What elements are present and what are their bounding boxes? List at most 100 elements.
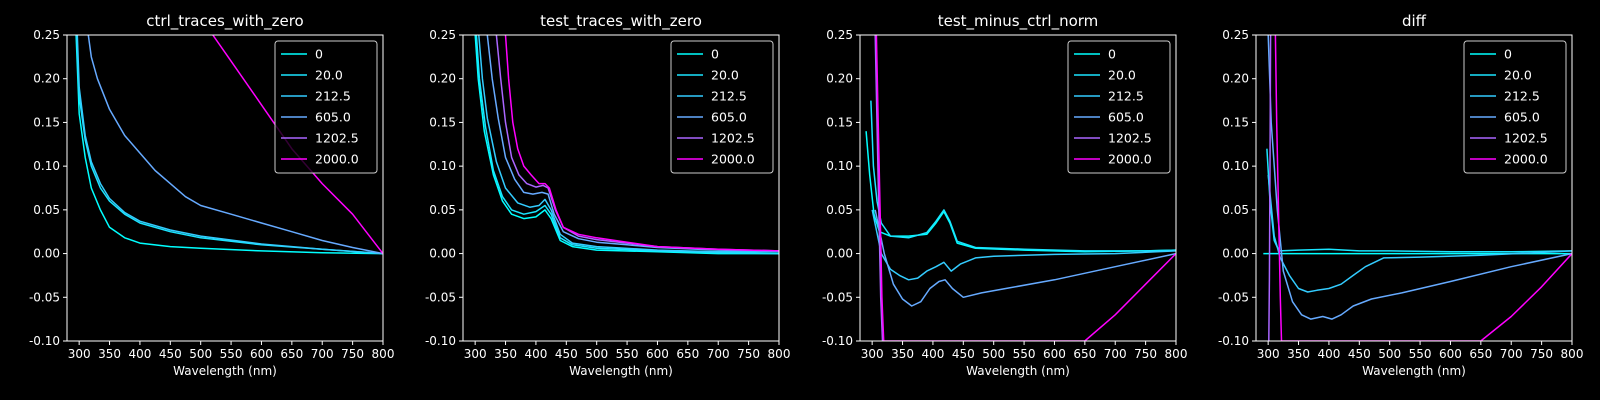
series-line-212.5 (1267, 174, 1572, 293)
legend-entry: 212.5 (1504, 89, 1540, 104)
series-group (865, 35, 1176, 341)
x-tick-label: 400 (1317, 347, 1340, 361)
y-tick-label: 0.25 (1222, 28, 1249, 42)
x-tick-label: 750 (1530, 347, 1553, 361)
series-line-1202.5 (874, 35, 884, 341)
x-tick-label: 350 (98, 347, 121, 361)
y-tick-label: -0.10 (1218, 334, 1249, 348)
y-tick-label: 0.20 (429, 72, 456, 86)
x-tick-label: 400 (128, 347, 151, 361)
x-tick-label: 300 (68, 347, 91, 361)
y-tick-label: 0.00 (429, 247, 456, 261)
subplot-title: diff (1402, 12, 1427, 30)
x-tick-label: 500 (982, 347, 1005, 361)
y-tick-label: 0.00 (1222, 247, 1249, 261)
legend-entry: 0 (711, 47, 719, 62)
x-tick-label: 600 (1439, 347, 1462, 361)
x-tick-label: 700 (311, 347, 334, 361)
series-line-1202.5 (1268, 35, 1272, 341)
axes-frame (859, 34, 1177, 342)
subplot-title: ctrl_traces_with_zero (146, 12, 303, 31)
y-tick-label: -0.05 (425, 290, 456, 304)
axes-frame (1255, 34, 1573, 342)
x-tick-label: 650 (280, 347, 303, 361)
legend-entry: 605.0 (315, 110, 351, 125)
series-line-20.0 (75, 35, 383, 255)
legend-entry: 2000.0 (711, 152, 755, 167)
x-tick-label: 350 (891, 347, 914, 361)
legend-box (1067, 40, 1171, 174)
y-tick-label: 0.25 (33, 28, 60, 42)
y-tick-label: 0.00 (826, 247, 853, 261)
x-axis-label: Wavelength (nm) (966, 364, 1070, 378)
x-tick-label: 400 (524, 347, 547, 361)
y-tick-label: 0.05 (826, 203, 853, 217)
legend-entry: 1202.5 (1108, 131, 1152, 146)
series-line-2000.0 (504, 35, 779, 252)
legend-entry: 212.5 (711, 89, 747, 104)
series-line-0 (865, 131, 1176, 253)
y-tick-label: -0.05 (822, 290, 853, 304)
y-tick-label: -0.10 (822, 334, 853, 348)
legend-box (670, 40, 774, 174)
x-tick-label: 550 (1409, 347, 1432, 361)
subplot-3: 0.25 0.20 0.15 0.10 0.05 0.00 -0.05 -0.10 300 350… (822, 12, 1188, 378)
legend-entry: 1202.5 (1504, 131, 1548, 146)
y-tick-label: 0.20 (1222, 72, 1249, 86)
legend: 0 20.0 212.5 605.0 1202.5 2000.0 (670, 40, 774, 174)
legend-entry: 20.0 (711, 68, 739, 83)
x-tick-label: 350 (1287, 347, 1310, 361)
x-tick-label: 700 (1500, 347, 1523, 361)
legend-entry: 212.5 (315, 89, 351, 104)
series-line-20.0 (475, 35, 779, 255)
x-tick-label: 500 (189, 347, 212, 361)
y-tick-label: -0.10 (29, 334, 60, 348)
legend-entry: 2000.0 (1504, 152, 1548, 167)
x-axis-label: Wavelength (nm) (173, 364, 277, 378)
y-tick-label: 0.10 (429, 159, 456, 173)
x-axis-label: Wavelength (nm) (1362, 364, 1466, 378)
x-tick-label: 650 (676, 347, 699, 361)
y-tick-label: 0.10 (1222, 159, 1249, 173)
x-tick-label: 300 (861, 347, 884, 361)
x-tick-label: 300 (464, 347, 487, 361)
legend-box (1463, 40, 1567, 174)
y-tick-label: 0.15 (429, 115, 456, 129)
x-tick-label: 550 (1013, 347, 1036, 361)
axes-frame (66, 34, 384, 342)
x-tick-label: 500 (1378, 347, 1401, 361)
legend-entry: 605.0 (711, 110, 747, 125)
y-tick-label: -0.05 (1218, 290, 1249, 304)
legend: 0 20.0 212.5 605.0 1202.5 2000.0 (274, 40, 378, 174)
legend-entry: 20.0 (1504, 68, 1532, 83)
y-tick-label: 0.10 (33, 159, 60, 173)
legend-entry: 1202.5 (711, 131, 755, 146)
x-tick-label: 750 (341, 347, 364, 361)
x-tick-label: 450 (159, 347, 182, 361)
series-line-2000.0 (875, 35, 1176, 341)
series-line-212.5 (478, 35, 779, 253)
y-tick-label: -0.05 (29, 290, 60, 304)
series-line-605.0 (87, 35, 383, 255)
y-tick-label: 0.10 (826, 159, 853, 173)
legend-entry: 0 (1108, 47, 1116, 62)
subplot-title: test_minus_ctrl_norm (938, 12, 1099, 31)
x-tick-label: 750 (1134, 347, 1157, 361)
legend: 0 20.0 212.5 605.0 1202.5 2000.0 (1463, 40, 1567, 174)
legend-entry: 0 (315, 47, 323, 62)
subplot-title: test_traces_with_zero (540, 12, 702, 31)
x-tick-label: 800 (1165, 347, 1188, 361)
x-tick-label: 800 (1561, 347, 1584, 361)
y-tick-label: 0.05 (1222, 203, 1249, 217)
y-tick-label: 0.05 (429, 203, 456, 217)
y-tick-label: 0.20 (826, 72, 853, 86)
x-tick-label: 650 (1073, 347, 1096, 361)
axes-frame (462, 34, 780, 342)
x-tick-label: 700 (1104, 347, 1127, 361)
x-tick-label: 400 (921, 347, 944, 361)
legend-entry: 2000.0 (1108, 152, 1152, 167)
x-tick-label: 700 (707, 347, 730, 361)
series-group (474, 35, 779, 255)
x-tick-label: 600 (1043, 347, 1066, 361)
